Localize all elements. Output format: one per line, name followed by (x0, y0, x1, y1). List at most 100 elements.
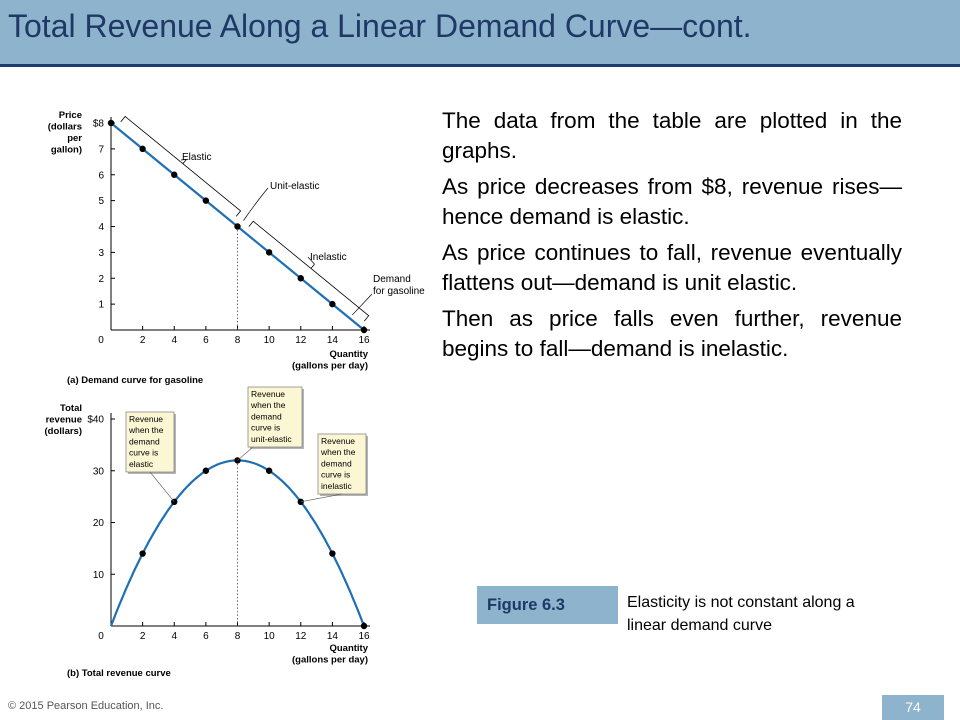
y-tick-label: $40 (87, 415, 104, 426)
callout-text: curve is (129, 448, 158, 458)
x-tick-label: 12 (295, 335, 307, 346)
data-point (360, 622, 368, 630)
figure-caption: Elasticity is not constant along a linea… (627, 594, 855, 634)
data-point (202, 197, 210, 204)
brace-inelastic (248, 220, 370, 322)
y-tick-label: 2 (98, 274, 104, 285)
x-tick-label: 14 (327, 631, 339, 642)
annotation-leader (180, 159, 187, 161)
callout-text: Revenue (321, 436, 355, 446)
x-tick-label: 16 (358, 335, 370, 346)
y-tick-label: 4 (98, 222, 104, 233)
data-point (107, 119, 115, 127)
data-point (139, 550, 146, 557)
annotation-leader (351, 293, 373, 316)
callout-text: elastic (129, 459, 154, 469)
callout-text: when the (250, 400, 286, 410)
callout-text: unit-elastic (251, 434, 292, 444)
y-tick-label: 10 (93, 570, 105, 581)
y-axis-label: per (67, 133, 82, 144)
annotation-leader (307, 256, 315, 265)
callout-text: Revenue (251, 389, 285, 399)
x-tick-label: 4 (171, 335, 177, 346)
title-bar (0, 0, 960, 64)
x-tick-label: 0 (98, 335, 104, 346)
x-tick-label: 16 (358, 631, 370, 642)
data-point (202, 467, 210, 474)
y-tick-label: 1 (98, 300, 104, 311)
x-tick-label: 14 (327, 335, 339, 346)
annotation-inelastic: Inelastic (310, 252, 347, 263)
bullet-item: As price decreases from $8, revenue rise… (442, 174, 902, 229)
callout-text: curve is (321, 470, 350, 480)
callout-text: demand (251, 411, 282, 421)
brace-elastic (120, 115, 242, 217)
callout-text: demand (321, 458, 352, 468)
data-point (329, 300, 336, 308)
x-tick-label: 6 (203, 631, 209, 642)
y-tick-label: 30 (93, 466, 105, 477)
bullet-list: The data from the table are plotted in t… (442, 106, 902, 370)
callout-text: inelastic (321, 481, 352, 491)
y-tick-label: 6 (98, 170, 104, 181)
y-axis-label: (dollars) (45, 426, 82, 437)
page-number: 74 (882, 695, 944, 720)
x-tick-label: 8 (235, 631, 241, 642)
bullet-item: The data from the table are plotted in t… (442, 108, 902, 163)
annotation-unit-elastic: Unit-elastic (270, 181, 319, 192)
callout-text: curve is (251, 423, 280, 433)
annotation-elastic: Elastic (182, 152, 211, 163)
annotation-demand: for gasoline (373, 286, 425, 297)
callout-text: when the (128, 425, 164, 435)
x-axis-label: (gallons per day) (292, 361, 368, 372)
y-tick-label: 20 (93, 518, 105, 529)
y-tick-label: 7 (98, 144, 104, 155)
callout-box (125, 411, 175, 473)
data-point (360, 326, 368, 334)
x-tick-label: 6 (203, 335, 209, 346)
page-title: Total Revenue Along a Linear Demand Curv… (8, 8, 752, 44)
chart-caption: (b) Total revenue curve (67, 668, 171, 679)
y-axis-label: (dollars (48, 122, 82, 133)
data-point (265, 467, 273, 474)
y-tick-label: $8 (93, 119, 105, 130)
annotation-leader (243, 187, 269, 221)
x-tick-label: 0 (98, 631, 104, 642)
data-point (234, 223, 241, 230)
y-axis-label: Total (60, 403, 82, 414)
data-point (265, 249, 273, 256)
bullet-item: Then as price falls even further, revenu… (442, 306, 902, 361)
y-axis-label: gallon) (51, 145, 82, 156)
bullet-item: As price continues to fall, revenue even… (442, 240, 902, 295)
y-tick-label: 5 (98, 196, 104, 207)
callout-text: demand (129, 436, 160, 446)
x-tick-label: 2 (140, 631, 146, 642)
data-point (297, 275, 304, 282)
x-tick-label: 10 (264, 631, 276, 642)
copyright-notice: © 2015 Pearson Education, Inc. (8, 700, 164, 712)
data-point (139, 145, 146, 153)
y-tick-label: 3 (98, 248, 104, 259)
callout-pointer (237, 446, 254, 461)
callout-text: when the (320, 447, 356, 457)
title-rule (0, 64, 960, 67)
chart-caption: (a) Demand curve for gasoline (67, 375, 203, 386)
annotation-demand: Demand (373, 274, 411, 285)
callout-pointer (149, 471, 175, 503)
x-tick-label: 10 (264, 335, 276, 346)
callout-box (317, 433, 367, 495)
x-axis-label: (gallons per day) (292, 655, 368, 666)
x-tick-label: 4 (171, 631, 177, 642)
callout-text: Revenue (129, 414, 163, 424)
figure-label: Figure 6.3 (477, 586, 618, 624)
y-axis-label: revenue (46, 415, 82, 426)
x-tick-label: 12 (295, 631, 307, 642)
x-axis-label: Quantity (329, 643, 368, 654)
y-axis-label: Price (59, 110, 82, 121)
x-tick-label: 2 (140, 335, 146, 346)
x-tick-label: 8 (235, 335, 241, 346)
data-point (329, 550, 336, 557)
data-point (171, 171, 178, 178)
x-axis-label: Quantity (329, 349, 368, 360)
callout-pointer (300, 493, 343, 503)
